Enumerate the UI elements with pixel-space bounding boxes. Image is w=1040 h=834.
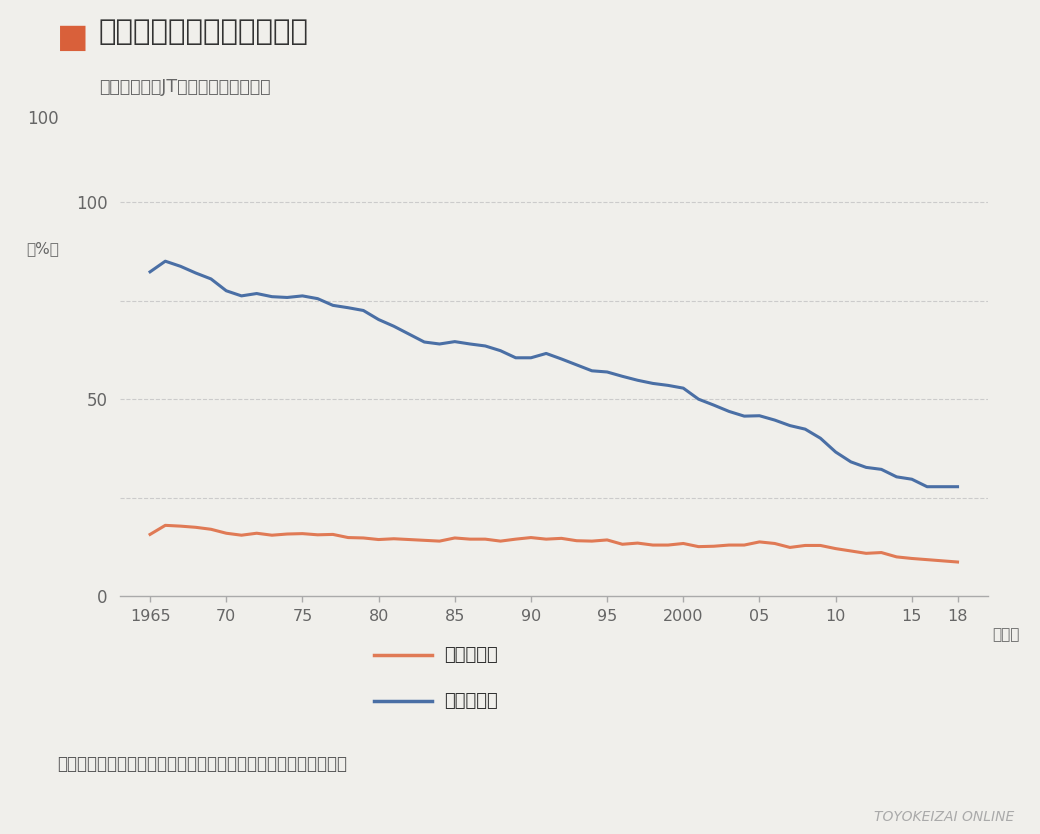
Text: 100: 100: [27, 110, 59, 128]
Text: 性別・年代別喫煙率の推移: 性別・年代別喫煙率の推移: [99, 18, 309, 47]
Text: ■: ■: [57, 21, 88, 54]
Text: （出所）日本専売公社、日本たばこ産業株式会社による調査より: （出所）日本専売公社、日本たばこ産業株式会社による調査より: [57, 755, 347, 773]
Text: （%）: （%）: [26, 241, 59, 256]
Text: TOYOKEIZAI ONLINE: TOYOKEIZAI ONLINE: [874, 810, 1014, 824]
Text: （年）: （年）: [992, 626, 1019, 641]
Text: 成人喫煙率（JT全国喫煙者率調査）: 成人喫煙率（JT全国喫煙者率調査）: [99, 78, 270, 97]
Text: 全年齢　女: 全年齢 女: [444, 646, 498, 664]
Text: 全年齢　男: 全年齢 男: [444, 691, 498, 710]
